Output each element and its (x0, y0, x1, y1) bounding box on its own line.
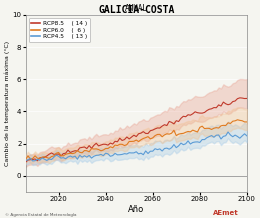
X-axis label: Año: Año (128, 205, 144, 214)
Y-axis label: Cambio de la temperatura máxima (°C): Cambio de la temperatura máxima (°C) (4, 41, 10, 166)
Legend: RCP8.5    ( 14 ), RCP6.0    (  6 ), RCP4.5    ( 13 ): RCP8.5 ( 14 ), RCP6.0 ( 6 ), RCP4.5 ( 13… (29, 18, 90, 42)
Text: AEmet: AEmet (213, 210, 239, 216)
Text: © Agencia Estatal de Meteorología: © Agencia Estatal de Meteorología (5, 213, 77, 217)
Title: GALICIA-COSTA: GALICIA-COSTA (98, 5, 174, 15)
Text: ANUAL: ANUAL (125, 4, 148, 13)
